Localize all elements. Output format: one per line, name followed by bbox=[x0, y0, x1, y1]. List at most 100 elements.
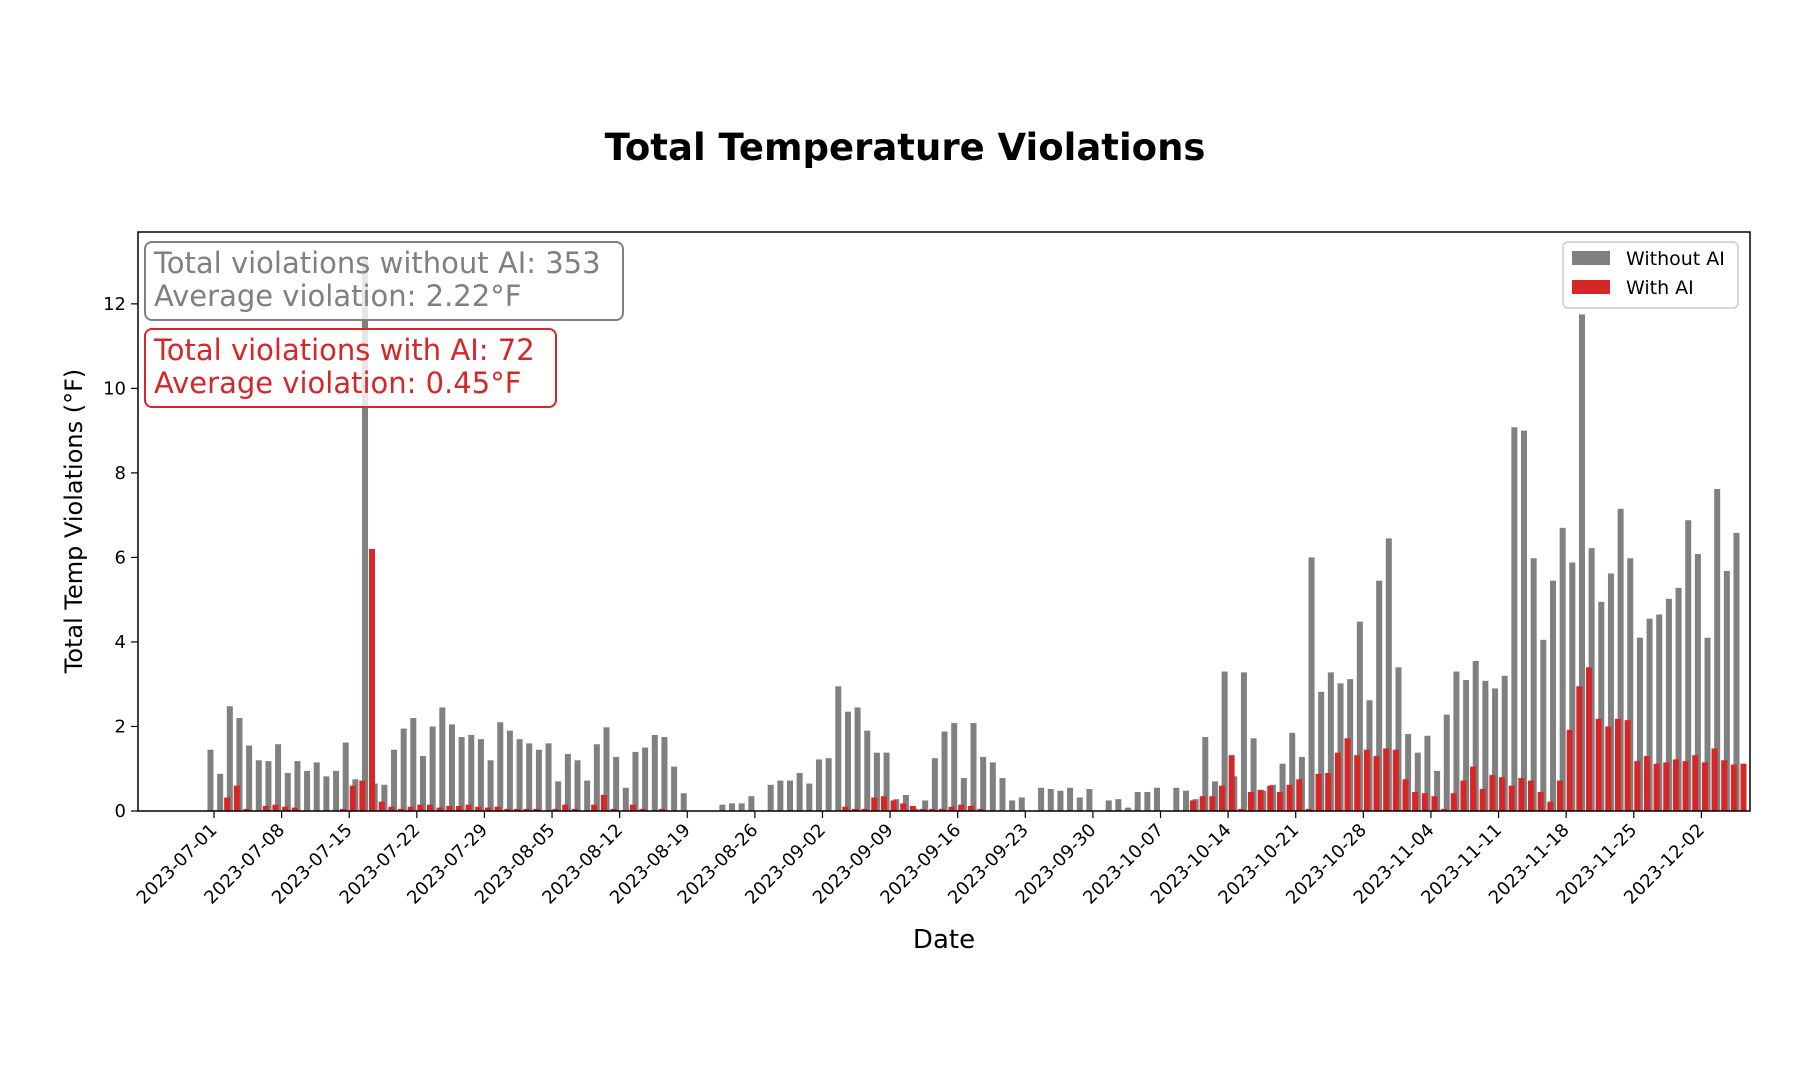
bar-without-ai bbox=[1472, 660, 1479, 811]
bar-without-ai bbox=[642, 747, 649, 811]
bar-with-ai bbox=[465, 804, 472, 811]
bar-with-ai bbox=[1614, 718, 1621, 811]
bar-with-ai bbox=[958, 804, 965, 811]
bar-without-ai bbox=[304, 770, 311, 811]
bar-without-ai bbox=[844, 711, 851, 811]
bar-with-ai bbox=[455, 805, 462, 811]
bar-without-ai bbox=[1636, 637, 1643, 811]
bar-with-ai bbox=[919, 808, 926, 811]
bar-without-ai bbox=[1492, 688, 1499, 811]
bar-with-ai bbox=[1209, 796, 1216, 811]
bar-with-ai bbox=[1402, 779, 1409, 811]
bar-without-ai bbox=[391, 749, 398, 811]
bar-without-ai bbox=[980, 756, 987, 811]
bar-without-ai bbox=[526, 743, 533, 811]
annotation-without-ai-line-1: Total violations without AI: 353 bbox=[153, 246, 601, 280]
bar-without-ai bbox=[1047, 789, 1054, 811]
bar-without-ai bbox=[1327, 672, 1334, 811]
bar-without-ai bbox=[246, 745, 253, 811]
bar-without-ai bbox=[1221, 671, 1228, 811]
bar-without-ai bbox=[680, 793, 687, 811]
y-tick-label: 4 bbox=[115, 632, 126, 653]
bar-with-ai bbox=[388, 806, 395, 811]
bar-without-ai bbox=[1308, 557, 1315, 811]
bar-without-ai bbox=[1385, 538, 1392, 811]
bar-without-ai bbox=[1665, 598, 1672, 811]
bar-without-ai bbox=[864, 730, 871, 811]
bar-without-ai bbox=[1405, 734, 1412, 811]
bar-without-ai bbox=[217, 773, 224, 811]
bar-without-ai bbox=[419, 756, 426, 811]
bar-without-ai bbox=[1038, 787, 1045, 811]
bar-without-ai bbox=[902, 794, 909, 811]
bar-with-ai bbox=[1392, 749, 1399, 811]
bar-with-ai bbox=[1672, 759, 1679, 811]
bar-without-ai bbox=[1076, 797, 1083, 811]
bar-without-ai bbox=[1067, 787, 1074, 811]
bar-without-ai bbox=[1434, 770, 1441, 811]
bar-without-ai bbox=[1714, 488, 1721, 811]
bar-without-ai bbox=[1607, 573, 1614, 811]
bar-with-ai bbox=[938, 808, 945, 811]
bar-without-ai bbox=[787, 780, 793, 811]
bar-with-ai bbox=[977, 808, 984, 811]
bar-with-ai bbox=[871, 797, 878, 811]
bar-without-ai bbox=[284, 772, 291, 811]
legend-label-without-ai: Without AI bbox=[1626, 248, 1725, 270]
annotation-with-ai-line-1: Total violations with AI: 72 bbox=[153, 333, 535, 367]
x-axis-label: Date bbox=[913, 925, 975, 955]
bar-with-ai bbox=[1238, 808, 1245, 811]
bar-with-ai bbox=[1595, 718, 1602, 811]
bar-without-ai bbox=[1646, 618, 1653, 811]
legend-swatch-with-ai bbox=[1572, 280, 1610, 294]
bar-without-ai bbox=[1182, 790, 1189, 811]
bar-without-ai bbox=[632, 751, 639, 811]
bar-without-ai bbox=[1598, 601, 1605, 811]
bar-with-ai bbox=[340, 808, 347, 811]
bar-with-ai bbox=[262, 805, 269, 811]
bar-without-ai bbox=[555, 781, 562, 811]
bar-without-ai bbox=[1511, 427, 1518, 811]
bar-without-ai bbox=[748, 796, 755, 811]
bar-with-ai bbox=[1585, 667, 1592, 811]
bar-without-ai bbox=[1057, 790, 1064, 811]
bar-with-ai bbox=[1189, 800, 1196, 811]
bar-without-ai bbox=[429, 726, 436, 811]
bar-without-ai bbox=[1463, 679, 1470, 811]
bar-without-ai bbox=[342, 742, 349, 811]
bar-without-ai bbox=[226, 706, 233, 811]
bar-with-ai bbox=[1692, 755, 1699, 811]
bar-with-ai bbox=[658, 808, 665, 811]
bar-without-ai bbox=[1154, 787, 1161, 811]
bar-with-ai bbox=[533, 808, 540, 811]
bar-without-ai bbox=[294, 761, 301, 811]
bar-with-ai bbox=[1634, 761, 1641, 811]
bar-without-ai bbox=[796, 772, 803, 811]
bar-without-ai bbox=[477, 739, 484, 811]
bar-with-ai bbox=[909, 805, 916, 811]
y-tick-label: 12 bbox=[103, 294, 126, 315]
bar-without-ai bbox=[1521, 430, 1528, 811]
bar-with-ai bbox=[243, 808, 250, 811]
bar-with-ai bbox=[1653, 763, 1660, 811]
bar-without-ai bbox=[584, 780, 591, 811]
bar-without-ai bbox=[671, 766, 678, 811]
bar-with-ai bbox=[1682, 761, 1689, 811]
bar-without-ai bbox=[931, 758, 938, 811]
bar-with-ai bbox=[639, 808, 646, 811]
bar-without-ai bbox=[333, 770, 340, 811]
bar-without-ai bbox=[613, 756, 620, 811]
x-axis: 2023-07-012023-07-082023-07-152023-07-22… bbox=[133, 811, 1709, 909]
bar-without-ai bbox=[719, 804, 726, 811]
bar-with-ai bbox=[1547, 801, 1554, 811]
bar-with-ai bbox=[523, 808, 530, 811]
bar-without-ai bbox=[574, 760, 581, 811]
bar-without-ai bbox=[1211, 781, 1218, 811]
bar-with-ai bbox=[1412, 791, 1419, 811]
bar-without-ai bbox=[564, 753, 571, 811]
bar-with-ai bbox=[929, 808, 936, 811]
bar-without-ai bbox=[1733, 532, 1740, 811]
bar-without-ai bbox=[1173, 787, 1180, 811]
bar-without-ai bbox=[825, 758, 832, 811]
bar-without-ai bbox=[1443, 714, 1450, 811]
